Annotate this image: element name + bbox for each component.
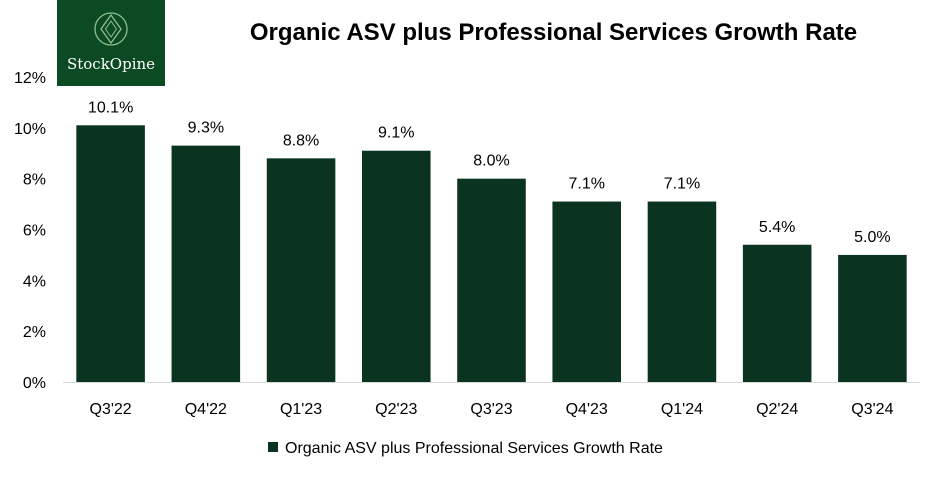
x-tick-label: Q1'23 — [280, 401, 322, 418]
stockopine-logo: StockOpine — [57, 0, 165, 86]
x-tick-label: Q4'22 — [185, 401, 227, 418]
y-tick-label: 0% — [23, 375, 46, 392]
bar-value-label: 9.1% — [378, 125, 414, 142]
bar — [552, 201, 622, 382]
x-axis-ticks: Q3'22 Q4'22 Q1'23 Q2'23 Q3'23 Q4'23 Q1'24 Q2'24… — [90, 401, 894, 418]
bar-value-label: 7.1% — [664, 176, 700, 193]
x-tick-label: Q3'22 — [90, 401, 132, 418]
bar — [76, 125, 145, 383]
y-axis-ticks: 0% 2% 4% 6% 8% 10% 12% — [14, 70, 46, 392]
y-tick-label: 10% — [14, 121, 46, 138]
legend-swatch — [268, 442, 278, 452]
bar-value-label: 8.0% — [473, 153, 509, 170]
bar — [838, 254, 907, 382]
bars — [76, 125, 907, 383]
x-tick-label: Q3'24 — [851, 401, 893, 418]
y-tick-label: 2% — [23, 324, 46, 341]
diamond-in-circle-icon — [94, 12, 128, 46]
bar-value-label: 5.4% — [759, 219, 795, 236]
legend: Organic ASV plus Professional Services G… — [268, 440, 663, 457]
x-tick-label: Q4'23 — [566, 401, 608, 418]
y-tick-label: 6% — [23, 223, 46, 240]
bar-value-label: 5.0% — [854, 229, 890, 246]
bar — [647, 201, 717, 382]
bar — [742, 244, 812, 382]
logo-text: StockOpine — [66, 55, 156, 73]
bar — [457, 178, 526, 382]
bar-value-label: 9.3% — [188, 120, 224, 137]
y-tick-label: 4% — [23, 273, 46, 290]
x-tick-label: Q3'23 — [470, 401, 512, 418]
bar — [361, 150, 431, 382]
bar — [171, 145, 241, 382]
bar — [266, 158, 336, 382]
x-tick-label: Q2'24 — [756, 401, 798, 418]
bar-value-label: 10.1% — [88, 99, 133, 116]
y-tick-label: 12% — [14, 70, 46, 87]
data-labels: 10.1% 9.3% 8.8% 9.1% 8.0% 7.1% 7.1% 5.4% 5.0% — [88, 99, 891, 246]
bar-value-label: 8.8% — [283, 132, 319, 149]
y-tick-label: 8% — [23, 172, 46, 189]
chart-title: Organic ASV plus Professional Services G… — [249, 19, 858, 46]
bar-value-label: 7.1% — [568, 176, 604, 193]
x-tick-label: Q2'23 — [375, 401, 417, 418]
x-tick-label: Q1'24 — [661, 401, 703, 418]
legend-label: Organic ASV plus Professional Services G… — [285, 440, 663, 457]
